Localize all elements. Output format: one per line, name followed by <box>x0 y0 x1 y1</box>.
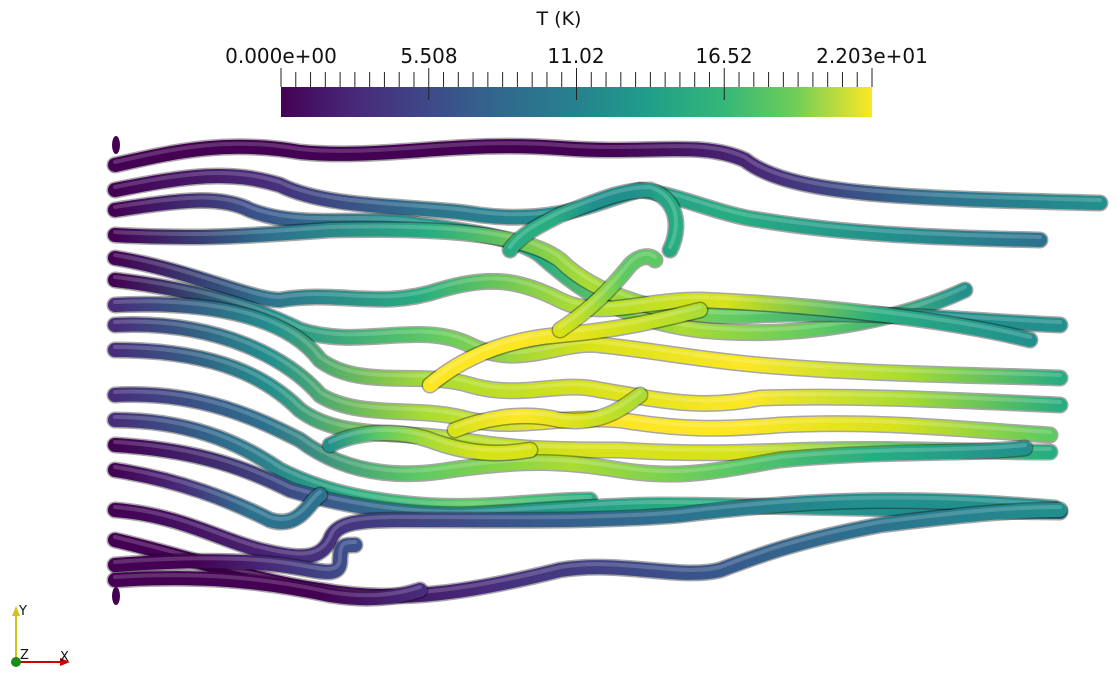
streamline-tube <box>108 139 1107 210</box>
streamline-tube-highlight <box>113 275 1062 377</box>
colorbar-label-max: 2.203e+01 <box>816 44 928 68</box>
streamline-tube <box>108 297 1067 412</box>
streamline-tube-highlight <box>113 253 1032 339</box>
streamline-tube-highlight <box>113 141 1102 202</box>
streamline-tube <box>108 413 597 514</box>
axis-z-label: Z <box>20 648 29 663</box>
colorbar-label-2: 11.02 <box>547 44 605 68</box>
colorbar-ticks <box>280 68 873 100</box>
streamline-tube <box>108 463 327 529</box>
streamline-tube-highlight <box>453 390 642 429</box>
colorbar-label-1: 5.508 <box>400 44 458 68</box>
streamline-tube-highlight <box>113 540 357 571</box>
colorbar-label-min: 0.000e+00 <box>225 44 337 68</box>
streamline-tube-highlight <box>113 345 1052 452</box>
streamline-tube <box>108 493 1062 564</box>
streamline-tube-highlight <box>113 389 1027 474</box>
streamline-tube <box>108 387 1032 482</box>
streamline-tube <box>108 538 362 579</box>
streamline-tube <box>108 251 1037 347</box>
streamline-cap <box>112 587 120 605</box>
streamline-tube-highlight <box>113 415 592 506</box>
streamline-tube <box>448 388 647 437</box>
streamline-tube-highlight <box>113 573 422 598</box>
streamline-tube-highlight <box>113 299 1062 404</box>
axis-y-label: Y <box>19 604 27 619</box>
colorbar-label-3: 16.52 <box>695 44 753 68</box>
streamline-tube <box>323 426 537 460</box>
streamline-tube <box>108 273 1067 385</box>
orientation-axes: Y Z X <box>0 598 90 686</box>
streamline-tube-highlight <box>328 428 532 452</box>
streamline-tube-highlight <box>508 184 678 249</box>
streamline-tube-highlight <box>558 251 657 329</box>
colorbar-title: T (K) <box>536 8 582 30</box>
streamline-tube-highlight <box>113 465 322 521</box>
streamline-cap <box>112 136 120 154</box>
axes-triad-icon <box>11 606 70 667</box>
streamline-tubes <box>106 136 1109 607</box>
streamline-tube <box>553 249 662 337</box>
streamline-tube-highlight <box>113 495 1057 556</box>
axis-x-label: X <box>60 650 69 665</box>
streamline-tube <box>108 571 427 606</box>
streamline-tube <box>503 182 683 257</box>
